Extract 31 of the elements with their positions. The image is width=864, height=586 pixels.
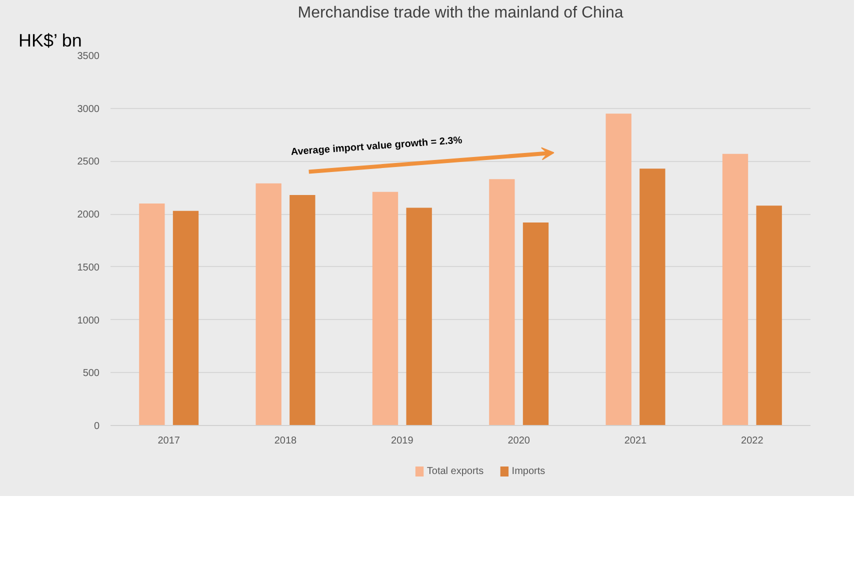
x-tick-label: 2020 (508, 436, 530, 446)
y-tick-label: 2000 (77, 210, 100, 221)
bar (172, 210, 199, 426)
y-tick-label: 1000 (77, 315, 100, 326)
legend-label: Total exports (426, 466, 484, 477)
bar (756, 206, 782, 426)
bar (489, 179, 515, 426)
bar (606, 114, 632, 426)
x-tick-label: 2017 (158, 436, 180, 446)
y-tick-label: 0 (94, 421, 100, 432)
bar (290, 195, 316, 426)
x-tick-label: 2021 (624, 436, 648, 446)
y-tick-label: 1500 (77, 262, 100, 274)
legend-label: Imports (512, 466, 546, 477)
chart-title: Merchandise trade with the mainland of China (298, 4, 624, 22)
y-tick-label: 500 (82, 368, 100, 380)
y-tick-label: 2500 (77, 156, 100, 168)
bar (522, 222, 549, 426)
x-tick-label: 2022 (741, 436, 764, 446)
bar (406, 208, 432, 426)
bar (640, 168, 666, 426)
bar (722, 154, 748, 426)
y-tick-label: 3000 (77, 104, 100, 115)
y-axis-title: HK$’ bn (18, 30, 82, 50)
bar (372, 192, 398, 426)
bar (139, 204, 165, 426)
x-tick-label: 2018 (274, 436, 298, 446)
x-tick-label: 2019 (391, 436, 414, 446)
bar (256, 183, 282, 426)
y-tick-label: 3500 (77, 51, 100, 62)
annotation: Average import value growth = 2.3% (290, 135, 463, 158)
